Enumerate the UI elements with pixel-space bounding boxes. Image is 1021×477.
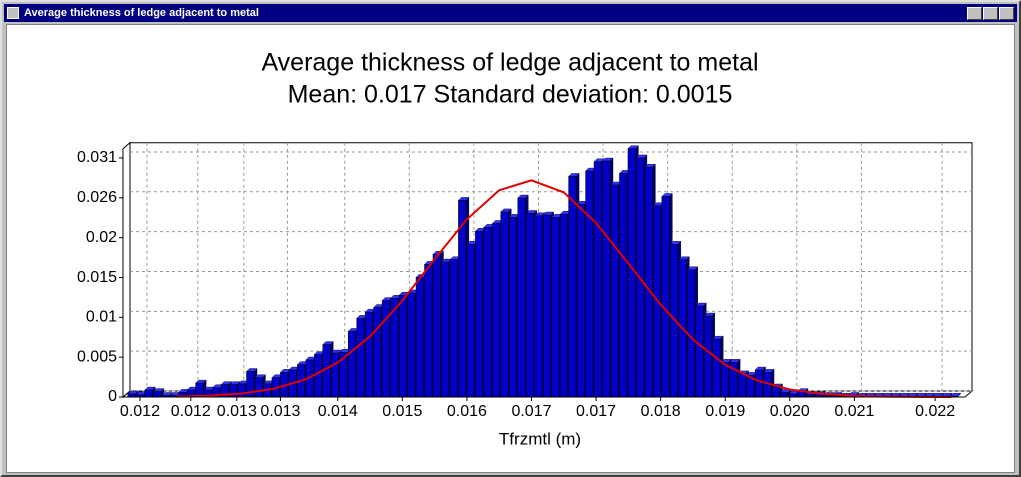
x-tick-label: 0.014	[318, 403, 358, 420]
bar	[712, 338, 721, 398]
bar	[627, 148, 636, 398]
x-tick-label: 0.013	[260, 403, 300, 420]
bar	[703, 315, 712, 398]
x-tick-label: 0.012	[120, 403, 160, 420]
bar	[542, 214, 551, 398]
bar	[441, 261, 450, 398]
x-tick-label: 0.022	[915, 403, 955, 420]
x-tick-label: 0.021	[834, 403, 874, 420]
window-icon	[7, 7, 19, 19]
bar	[254, 377, 263, 398]
bar	[492, 223, 501, 398]
bar	[771, 386, 780, 398]
x-tick-label: 0.019	[705, 403, 745, 420]
bar	[559, 213, 568, 398]
bar	[593, 161, 602, 398]
bar	[144, 389, 153, 398]
bar	[331, 352, 340, 398]
bar	[432, 254, 441, 398]
y-tick-label: 0.02	[86, 229, 117, 246]
y-tick-label: 0	[108, 388, 117, 405]
bar	[525, 213, 534, 398]
bar	[314, 354, 323, 398]
fit-curve	[176, 179, 952, 398]
close-button[interactable]	[999, 7, 1014, 20]
bar	[237, 383, 246, 398]
bar	[500, 211, 509, 398]
bar	[610, 184, 619, 398]
bar	[619, 173, 628, 398]
bar	[483, 227, 492, 398]
bar	[398, 294, 407, 398]
bar	[720, 362, 729, 398]
y-tick-label: 0.026	[77, 189, 117, 206]
bar	[356, 318, 365, 398]
side-wall	[122, 141, 131, 399]
bar	[576, 203, 585, 398]
bar	[475, 230, 484, 398]
bar	[568, 176, 577, 398]
bar	[754, 369, 763, 398]
bar	[347, 331, 356, 398]
bar	[517, 197, 526, 398]
minimize-button[interactable]	[967, 7, 982, 20]
x-tick-label: 0.017	[511, 403, 551, 420]
bar	[373, 307, 382, 398]
title-bar: Average thickness of ledge adjacent to m…	[4, 4, 1017, 22]
y-tick-label: 0.01	[86, 309, 117, 326]
bar	[509, 217, 518, 398]
bar	[449, 259, 458, 398]
x-tick-label: 0.017	[576, 403, 616, 420]
bar	[415, 277, 424, 398]
bar	[644, 166, 653, 398]
bar	[466, 244, 475, 398]
bar	[195, 382, 204, 398]
x-tick-label: 0.013	[217, 403, 257, 420]
bar	[585, 170, 594, 398]
bar	[153, 391, 161, 398]
x-tick-label: 0.012	[171, 403, 211, 420]
chart-subtitle: Mean: 0.017 Standard deviation: 0.0015	[288, 81, 733, 109]
bar	[661, 196, 670, 398]
x-tick-label: 0.018	[641, 403, 681, 420]
bar	[737, 373, 746, 398]
bar	[780, 392, 789, 398]
x-tick-label: 0.015	[382, 403, 422, 420]
y-tick-label: 0.015	[77, 269, 117, 286]
bar	[602, 160, 611, 398]
bar	[424, 264, 433, 398]
chart-title: Average thickness of ledge adjacent to m…	[261, 49, 758, 77]
window-title: Average thickness of ledge adjacent to m…	[24, 7, 259, 19]
y-tick-label: 0.005	[77, 348, 117, 365]
bar	[407, 292, 416, 398]
bar	[534, 215, 543, 398]
maximize-button[interactable]	[983, 7, 998, 20]
x-tick-label: 0.020	[770, 403, 810, 420]
bar	[551, 217, 560, 398]
y-tick-label: 0.031	[77, 149, 117, 166]
x-axis-label: Tfrzmtl (m)	[499, 429, 581, 448]
bar	[695, 305, 704, 398]
bar	[364, 311, 373, 398]
x-tick-label: 0.016	[447, 403, 487, 420]
